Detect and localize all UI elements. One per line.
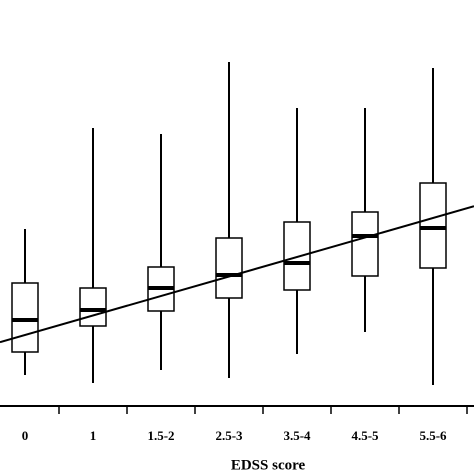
x-tick-label: 0: [22, 428, 29, 443]
x-tick-label: 1.5-2: [147, 428, 174, 443]
box: [215, 237, 243, 299]
box: [79, 287, 107, 327]
x-tick-label: 4.5-5: [351, 428, 379, 443]
box: [11, 282, 39, 353]
x-tick-label: 1: [90, 428, 97, 443]
box: [419, 182, 447, 269]
x-axis-label: EDSS score: [231, 457, 306, 473]
trend-line: [0, 205, 474, 344]
x-tick-label: 3.5-4: [283, 428, 311, 443]
box: [283, 221, 311, 291]
box: [351, 211, 379, 277]
x-tick-label: 5.5-6: [419, 428, 447, 443]
x-tick-label: 2.5-3: [215, 428, 243, 443]
